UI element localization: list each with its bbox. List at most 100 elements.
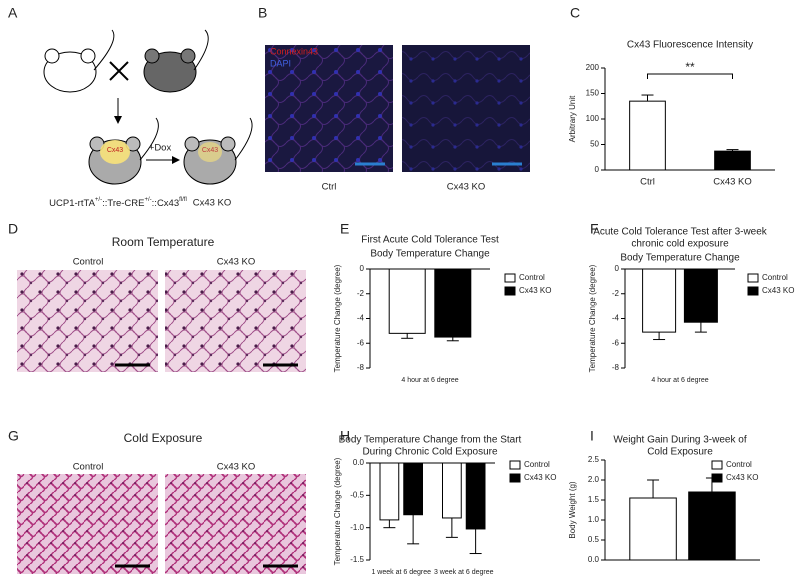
y-tick-label: 150 — [586, 89, 600, 98]
panel-letter: H — [340, 428, 350, 444]
genotype-sup: fl/fl — [179, 197, 187, 203]
panel-letter: E — [340, 221, 349, 237]
legend-swatch — [711, 473, 723, 483]
y-tick-label: 2.0 — [588, 475, 600, 484]
image-label: Cx43 KO — [217, 462, 256, 473]
y-tick-label: -0.5 — [350, 490, 364, 499]
panel-letter: F — [590, 221, 599, 237]
panel-letter: G — [8, 428, 19, 444]
bar — [442, 462, 462, 519]
chart-subtitle: Body Temperature Change — [620, 253, 740, 264]
y-tick-label: -4 — [357, 314, 365, 323]
bar — [434, 268, 472, 338]
legend-label: Cx43 KO — [519, 286, 551, 295]
bar — [403, 462, 423, 516]
y-tick-label: 0 — [615, 264, 620, 273]
micrograph — [17, 270, 158, 372]
legend-label: Cx43 KO — [762, 286, 794, 295]
x-tick-label: Ctrl — [640, 177, 655, 188]
legend-swatch — [504, 286, 516, 296]
y-tick-label: -8 — [357, 363, 365, 372]
bar — [683, 268, 718, 323]
bar — [629, 100, 666, 171]
chart-title: Acute Cold Tolerance Test after 3-week — [593, 227, 768, 238]
y-tick-label: 0 — [595, 165, 600, 174]
legend-label: Control — [519, 273, 545, 282]
bar — [379, 462, 400, 521]
significance-bracket — [647, 73, 733, 79]
micrograph — [402, 45, 530, 172]
x-tick-label: Cx43 KO — [713, 177, 752, 188]
legend-label: Cx43 KO — [524, 473, 556, 482]
genotype: UCP1-rtTA+/-::Tre-CRE+/-::Cx43fl/fl — [49, 197, 187, 209]
significance-label: ** — [685, 60, 695, 74]
micrograph — [17, 474, 158, 574]
bar — [688, 491, 736, 561]
y-tick-label: 0.0 — [353, 458, 365, 467]
panel-letter: I — [590, 428, 594, 444]
y-axis-label: Temperature Change (degree) — [333, 264, 342, 372]
bar — [714, 150, 751, 171]
image-label: Cx43 KO — [447, 182, 486, 193]
legend-label: Control — [726, 460, 752, 469]
chart-subtitle: Body Temperature Change — [370, 249, 490, 260]
chart-title: Body Temperature Change from the Start — [339, 435, 522, 446]
panel-letter: C — [570, 5, 580, 21]
genotype-sup: +/- — [145, 197, 152, 203]
chart-title: First Acute Cold Tolerance Test — [361, 235, 499, 246]
y-axis-label: Arbitrary Unit — [568, 95, 577, 142]
micrograph — [165, 474, 306, 574]
panel-d: Room Temperature Control Cx43 KO — [17, 235, 306, 372]
image-label: Cx43 KO — [217, 257, 256, 268]
bar — [388, 268, 426, 334]
legend-label: Control — [762, 273, 788, 282]
mouse — [143, 51, 197, 93]
image-label: Control — [73, 257, 104, 268]
legend-label: Control — [524, 460, 550, 469]
mouse-label: Cx43 — [202, 147, 218, 154]
panel-letter: D — [8, 221, 18, 237]
dox-label: +Dox — [149, 143, 172, 154]
x-tick-label: 4 hour at 6 degree — [651, 377, 708, 384]
legend-swatch — [509, 460, 521, 470]
bar — [465, 462, 486, 530]
chart-title: Weight Gain During 3-week of — [613, 435, 746, 446]
panel-a: Cx43 Cx43 +Dox UCP1-rtTA+/-::Tre-CRE+/-:… — [43, 29, 253, 209]
chart-title: During Chronic Cold Exposure — [362, 447, 498, 458]
y-tick-label: -1.0 — [350, 523, 364, 532]
y-tick-label: 1.5 — [588, 495, 600, 504]
y-tick-label: 100 — [586, 114, 600, 123]
y-tick-label: 50 — [590, 140, 599, 149]
y-tick-label: -4 — [612, 314, 620, 323]
y-tick-label: -6 — [612, 338, 620, 347]
genotype-part: UCP1-rtTA — [49, 198, 95, 209]
panel-title: Room Temperature — [112, 235, 215, 249]
y-tick-label: 2.5 — [588, 455, 600, 464]
panel-b: Connexin43 DAPI Ctrl Cx43 KO — [265, 45, 530, 193]
y-axis-label: Temperature Change (degree) — [333, 457, 342, 565]
x-tick-label: 4 hour at 6 degree — [401, 377, 458, 384]
chart-title: Cx43 Fluorescence Intensity — [627, 40, 753, 51]
bar — [642, 268, 677, 333]
stain-label: DAPI — [270, 58, 291, 68]
legend-swatch — [509, 473, 521, 483]
image-label: Control — [73, 462, 104, 473]
legend-swatch — [504, 273, 516, 283]
y-tick-label: -6 — [357, 338, 365, 347]
genotype-part: ::Tre-CRE — [102, 198, 144, 209]
genotype-sup: +/- — [95, 197, 102, 203]
legend-swatch — [747, 273, 759, 283]
micrograph — [265, 45, 393, 172]
y-tick-label: -8 — [612, 363, 620, 372]
y-tick-label: 1.0 — [588, 515, 600, 524]
image-label: Ctrl — [322, 182, 337, 193]
micrograph — [165, 270, 306, 372]
panel-g: Cold Exposure Control Cx43 KO — [17, 431, 306, 574]
y-tick-label: 0.0 — [588, 555, 600, 564]
mouse-label: Cx43 — [107, 147, 123, 154]
y-axis-label: Body Weight (g) — [568, 481, 577, 539]
panel-letter: A — [8, 5, 18, 21]
panel-letter: B — [258, 5, 267, 21]
chart-title: chronic cold exposure — [631, 239, 729, 250]
